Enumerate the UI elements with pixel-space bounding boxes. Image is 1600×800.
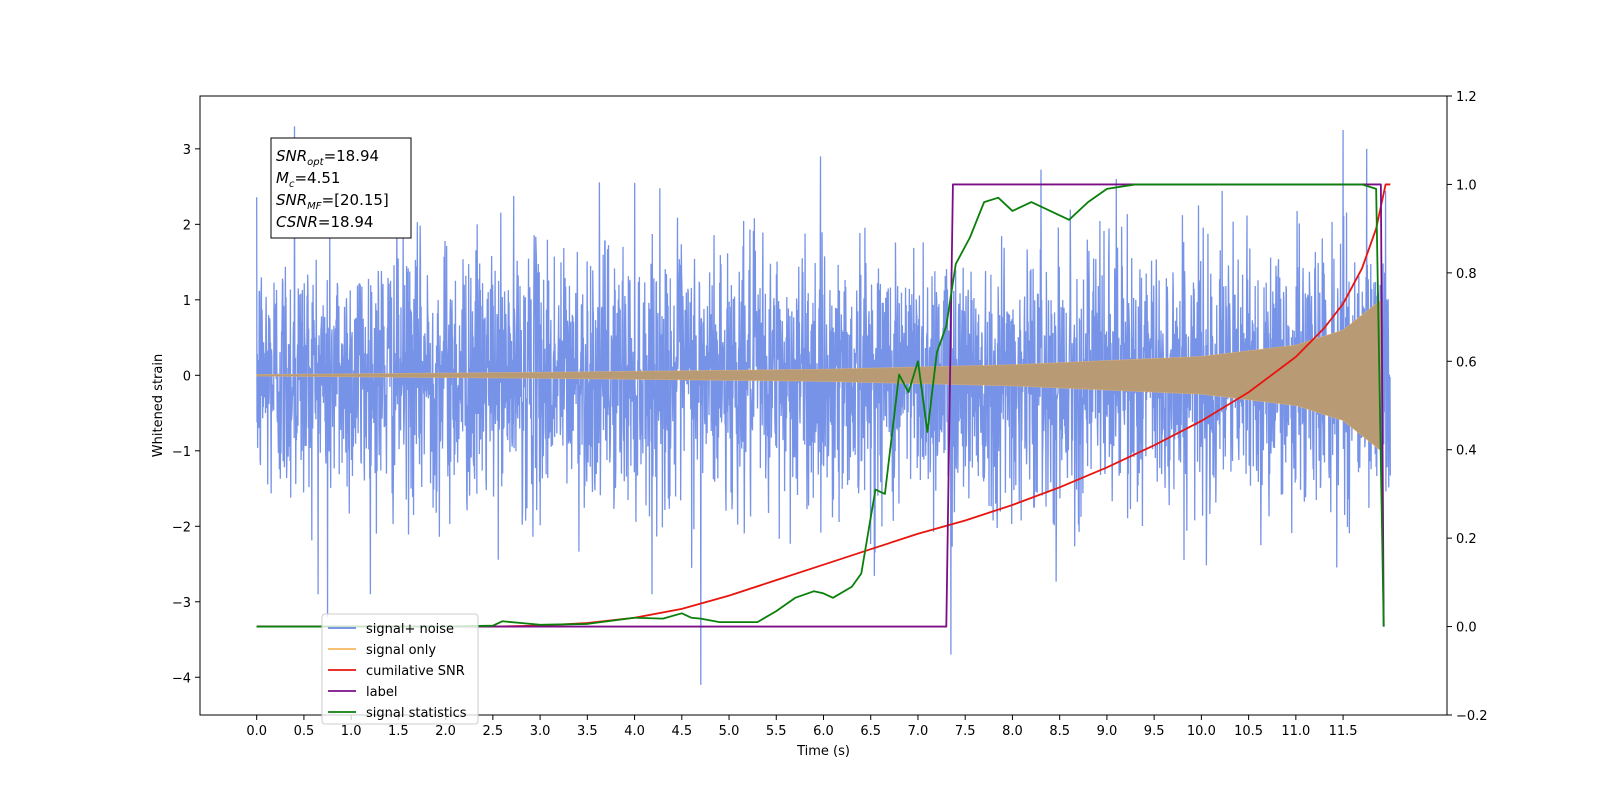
y-tick-label: 3 <box>183 143 191 158</box>
series-signal-only-fill <box>256 299 1381 451</box>
axes: 0.0 0.5 1.0 1.5 2.0 2.5 3.0 3.5 4.0 4.5 5.0 5.5 6.0 6… <box>172 90 1488 739</box>
x-tick-label: 7.0 <box>908 724 929 739</box>
plot-area <box>256 126 1391 685</box>
x-tick-label: 2.5 <box>483 724 504 739</box>
y-tick-label: 2 <box>183 218 191 233</box>
legend-box <box>321 613 479 725</box>
x-tick-label: 5.0 <box>719 724 740 739</box>
annotation-line: SNRopt=18.94 <box>276 147 379 168</box>
x-tick-label: 7.5 <box>955 724 976 739</box>
x-tick-label: 0.0 <box>246 724 267 739</box>
x-tick-label: 3.0 <box>530 724 551 739</box>
x-tick-label: 0.5 <box>294 724 315 739</box>
y2-tick-label: −0.2 <box>1456 709 1488 724</box>
y2-tick-label: 1.0 <box>1456 178 1477 193</box>
y-tick-label: 1 <box>183 294 191 309</box>
x-tick-label: 6.5 <box>860 724 881 739</box>
x-tick-label: 9.0 <box>1097 724 1118 739</box>
y2-tick-label: 1.2 <box>1456 90 1477 105</box>
legend: signal+ noise signal only cumilative SNR la… <box>321 613 479 725</box>
x-tick-label: 3.5 <box>577 724 598 739</box>
legend-entry: cumilative SNR <box>366 664 465 679</box>
y2-tick-label: 0.8 <box>1456 267 1477 282</box>
legend-entry: signal+ noise <box>366 622 454 637</box>
legend-entry: signal only <box>366 643 436 658</box>
x-tick-label: 10.0 <box>1187 724 1216 739</box>
x-tick-label: 5.5 <box>766 724 787 739</box>
annotation-line: CSNR=18.94 <box>276 213 373 231</box>
legend-entry: label <box>366 685 397 700</box>
annotation-line: Mc=4.51 <box>276 169 340 190</box>
y-tick-label: −3 <box>172 596 191 611</box>
x-tick-label: 1.0 <box>341 724 362 739</box>
annotation-line: SNRMF=[20.15] <box>276 191 389 212</box>
annotation-box <box>270 137 412 239</box>
y-tick-label: −2 <box>172 520 191 535</box>
y-tick-label: 0 <box>183 369 191 384</box>
x-tick-label: 8.5 <box>1049 724 1070 739</box>
x-tick-label: 11.5 <box>1329 724 1358 739</box>
y-tick-label: −4 <box>172 671 191 686</box>
y2-tick-label: 0.2 <box>1456 532 1477 547</box>
x-tick-label: 4.0 <box>624 724 645 739</box>
y-tick-label: −1 <box>172 445 191 460</box>
series-signal-noise-line <box>256 126 1391 685</box>
series-signal-statistics-line <box>256 183 1385 628</box>
x-tick-label: 8.0 <box>1002 724 1023 739</box>
metrics-annotation-box: SNRopt=18.94Mc=4.51SNRMF=[20.15]CSNR=18.… <box>270 137 412 239</box>
series-group <box>256 126 1391 685</box>
y2-tick-label: 0.6 <box>1456 355 1477 370</box>
y2-tick-label: 0.0 <box>1456 621 1477 636</box>
legend-entry: signal statistics <box>366 706 467 721</box>
x-tick-label: 6.0 <box>813 724 834 739</box>
y2-tick-label: 0.4 <box>1456 444 1477 459</box>
x-tick-label: 2.0 <box>435 724 456 739</box>
x-tick-label: 9.5 <box>1144 724 1165 739</box>
x-axis-label: Time (s) <box>796 744 850 759</box>
x-tick-label: 4.5 <box>671 724 692 739</box>
x-tick-label: 10.5 <box>1234 724 1263 739</box>
series-label-line <box>256 183 1385 628</box>
x-tick-label: 1.5 <box>388 724 409 739</box>
x-tick-label: 11.0 <box>1281 724 1310 739</box>
y-axis-label: Whitened strain <box>151 354 166 457</box>
